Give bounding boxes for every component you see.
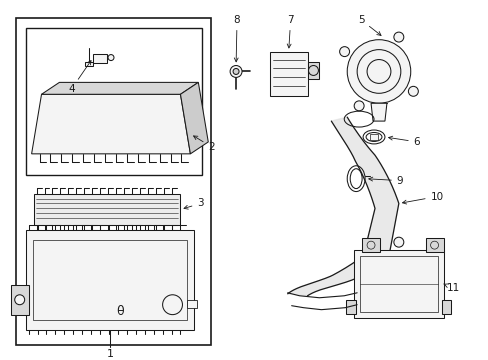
Bar xyxy=(441,300,450,314)
Bar xyxy=(425,238,443,252)
Polygon shape xyxy=(41,82,198,94)
Circle shape xyxy=(346,40,410,103)
Circle shape xyxy=(108,55,114,60)
Text: 10: 10 xyxy=(402,192,443,204)
Circle shape xyxy=(353,101,364,111)
Bar xyxy=(93,54,107,63)
Text: 8: 8 xyxy=(233,15,240,62)
Circle shape xyxy=(339,47,349,57)
Bar xyxy=(369,134,377,140)
Text: 2: 2 xyxy=(193,136,214,152)
Bar xyxy=(11,285,29,315)
Polygon shape xyxy=(85,62,93,66)
Text: 11: 11 xyxy=(443,283,459,293)
Polygon shape xyxy=(287,117,398,296)
Polygon shape xyxy=(180,82,208,154)
Text: 3: 3 xyxy=(183,198,203,209)
Text: θ: θ xyxy=(116,305,123,318)
Circle shape xyxy=(407,86,417,96)
Bar xyxy=(353,250,443,318)
Circle shape xyxy=(393,237,403,247)
Bar xyxy=(33,240,187,320)
Bar xyxy=(34,194,180,225)
Text: 7: 7 xyxy=(286,15,293,48)
Bar xyxy=(307,62,319,80)
Text: 6: 6 xyxy=(388,136,420,147)
Text: 4: 4 xyxy=(68,60,91,94)
Circle shape xyxy=(233,68,239,75)
Bar xyxy=(269,51,307,96)
Ellipse shape xyxy=(15,295,24,305)
Text: 5: 5 xyxy=(357,15,380,35)
Bar xyxy=(16,18,211,345)
Bar xyxy=(25,28,202,175)
Circle shape xyxy=(163,295,182,315)
Text: 1: 1 xyxy=(106,349,113,359)
Bar xyxy=(359,256,437,312)
Bar xyxy=(25,230,194,329)
Polygon shape xyxy=(32,94,190,154)
Polygon shape xyxy=(370,103,386,121)
Bar xyxy=(187,300,197,308)
Text: 9: 9 xyxy=(368,176,403,186)
Bar xyxy=(362,238,379,252)
Bar xyxy=(346,300,355,314)
Circle shape xyxy=(230,66,242,77)
Circle shape xyxy=(393,32,403,42)
